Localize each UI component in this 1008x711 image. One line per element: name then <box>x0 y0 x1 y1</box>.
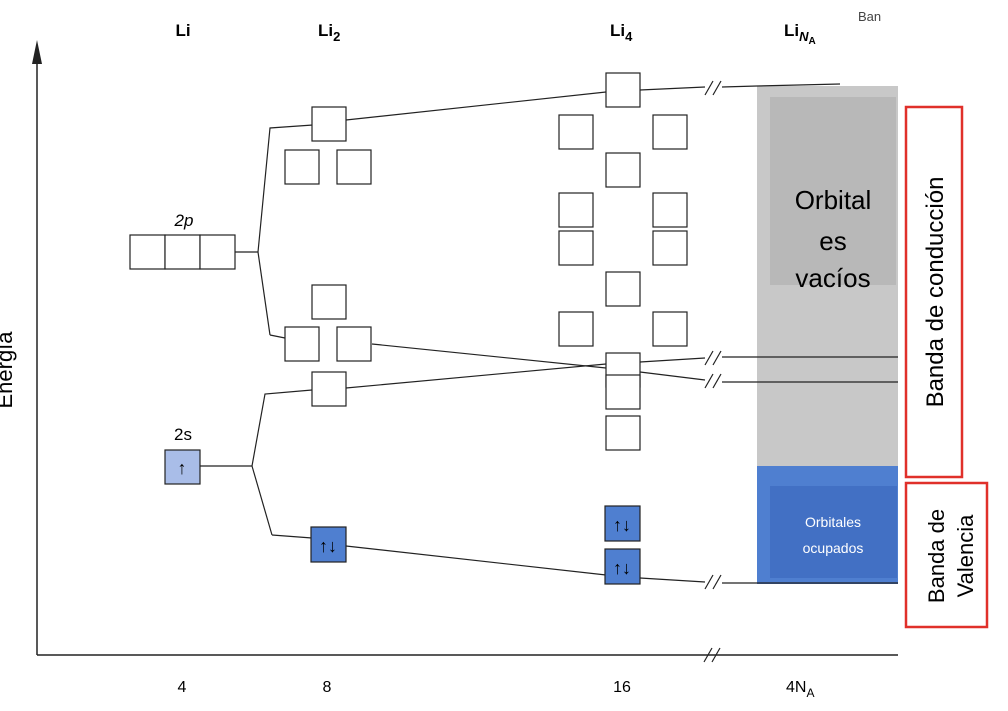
li2-filled-orbital <box>310 526 347 563</box>
tick-4na: 4NA <box>786 679 814 700</box>
conduction-band-label: Banda de conducción <box>922 177 949 408</box>
header-li4-base: Li <box>610 21 625 40</box>
li2-orbitals <box>284 106 372 407</box>
header-lina: LiNA <box>784 21 816 47</box>
label-2p: 2p <box>174 211 194 230</box>
header-lina-sub: N <box>799 29 809 44</box>
header-li2-sub: 2 <box>333 29 340 44</box>
empty-band-highlight <box>770 97 896 285</box>
connection-lines <box>200 80 898 590</box>
tick-4na-base: 4N <box>786 679 806 696</box>
occupied-label-line2: ocupados <box>803 540 864 556</box>
li2-filled-spin: ↑↓ <box>319 536 337 556</box>
header-li2: Li2 <box>318 21 340 44</box>
empty-label-line2: es <box>819 226 846 256</box>
valence-band-label-line2: Valencia <box>953 514 978 598</box>
li4-filled-orbital-1 <box>604 505 641 542</box>
energy-axis-label: Energía <box>0 331 17 409</box>
li4-filled-spin-1: ↑↓ <box>613 515 631 535</box>
valence-band-frame <box>904 481 989 629</box>
li-2s-spin: ↑ <box>178 458 187 478</box>
label-2s: 2s <box>174 425 192 444</box>
energy-axis <box>32 40 42 655</box>
li4-filled-spin-2: ↑↓ <box>613 558 631 578</box>
header-lina-subsub: A <box>809 36 816 47</box>
header-partial: Ban <box>858 9 881 24</box>
li-2p-orbitals <box>129 234 236 270</box>
tick-16: 16 <box>613 679 631 696</box>
li4-orbitals <box>558 72 688 451</box>
li-2s-orbital <box>164 449 201 485</box>
tick-4na-sub: A <box>806 686 814 700</box>
header-li: Li <box>175 21 190 40</box>
conduction-band-frame <box>904 105 964 479</box>
header-lina-base: Li <box>784 21 799 40</box>
occupied-band-inner <box>770 486 897 578</box>
empty-label-line1: Orbital <box>795 185 872 215</box>
tick-8: 8 <box>323 679 332 696</box>
occupied-label-line1: Orbitales <box>805 514 861 530</box>
header-li2-base: Li <box>318 21 333 40</box>
header-li4: Li4 <box>610 21 633 44</box>
header-li4-sub: 4 <box>625 29 633 44</box>
valence-band-label-line1: Banda de <box>924 509 949 603</box>
count-axis <box>37 647 898 663</box>
li4-filled-orbital-2 <box>604 548 641 585</box>
tick-4: 4 <box>178 679 187 696</box>
empty-label-line3: vacíos <box>795 263 870 293</box>
